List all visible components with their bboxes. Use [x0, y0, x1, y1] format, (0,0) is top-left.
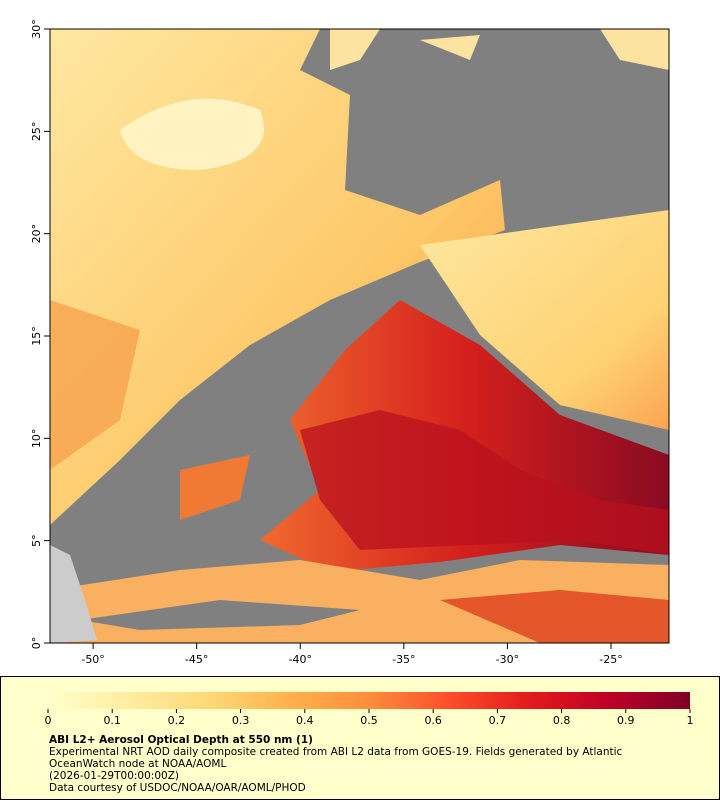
colorbar: 0 0.1 0.2 0.3 0.4 0.5 0.6 0.7 0.8 0.9 1 [45, 692, 694, 725]
x-tick-label: -45° [185, 653, 208, 666]
x-tick-label: -40° [289, 653, 312, 666]
y-tick-label: 15° [30, 326, 43, 346]
colorbar-tick-label: 0 [45, 714, 52, 725]
no-data-area [80, 600, 360, 630]
colorbar-tick-label: 0.2 [168, 714, 186, 725]
colorbar-tick-label: 0.1 [103, 714, 121, 725]
y-tick-label: 30° [30, 19, 43, 39]
x-tick-label: -30° [496, 653, 519, 666]
y-tick-label: 0° [30, 637, 43, 650]
y-tick-label: 10° [30, 429, 43, 449]
colorbar-ramp [48, 692, 690, 709]
legend-panel: 0 0.1 0.2 0.3 0.4 0.5 0.6 0.7 0.8 0.9 1 ABI L2+ Ae… [0, 676, 720, 800]
aerosol-region [50, 300, 140, 470]
colorbar-tick-label: 0.9 [617, 714, 635, 725]
aerosol-region [180, 455, 250, 520]
aerosol-region [440, 590, 669, 643]
map-figure: -50° -45° -40° -35° -30° -25° 0° 5° 10° 15° 20° 25°… [30, 19, 670, 666]
colorbar-tick-label: 0.5 [360, 714, 378, 725]
land [50, 545, 97, 643]
legend-time: (2026-01-29T00:00:00Z) [49, 770, 179, 782]
x-tick-label: -50° [81, 653, 104, 666]
colorbar-tick-label: 1 [687, 714, 694, 725]
y-tick-label: 5° [30, 534, 43, 547]
aod-field [50, 29, 669, 643]
colorbar-tick-label: 0.8 [553, 714, 571, 725]
x-tick-label: -35° [392, 653, 415, 666]
colorbar-tick-label: 0.3 [232, 714, 250, 725]
colorbar-tick-label: 0.4 [296, 714, 314, 725]
legend-title: ABI L2+ Aerosol Optical Depth at 550 nm … [49, 734, 313, 746]
x-tick-label: -25° [599, 653, 622, 666]
legend-description: Experimental NRT AOD daily composite cre… [49, 746, 623, 770]
aerosol-region [330, 29, 669, 70]
y-tick-label: 20° [30, 224, 43, 244]
aerosol-region [420, 210, 669, 430]
legend-credit: Data courtesy of USDOC/NOAA/OAR/AOML/PHO… [49, 782, 306, 794]
aerosol-region [120, 98, 264, 170]
y-tick-label: 25° [30, 122, 43, 142]
colorbar-tick-label: 0.6 [424, 714, 442, 725]
aerosol-region [300, 410, 669, 555]
colorbar-tick-label: 0.7 [489, 714, 507, 725]
